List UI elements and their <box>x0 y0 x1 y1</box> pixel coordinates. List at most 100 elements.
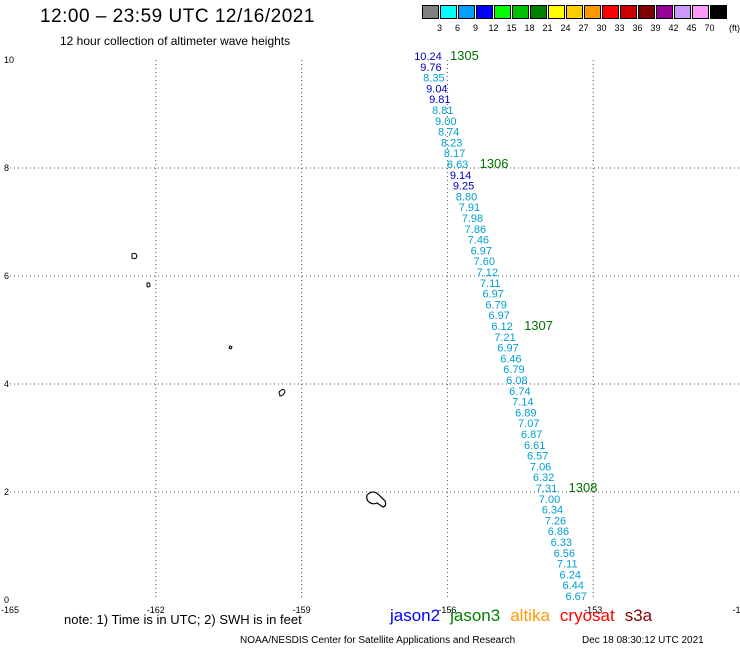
wave-height-label: 6.79 <box>485 299 506 311</box>
colorbar-swatch <box>674 5 691 19</box>
colorbar-swatch <box>458 5 475 19</box>
colorbar-swatch <box>566 5 583 19</box>
colorbar-label: 15 <box>506 23 517 33</box>
y-tick-label: 4 <box>4 379 9 389</box>
wave-height-label: 8.23 <box>441 137 462 149</box>
wave-height-label: 7.11 <box>557 559 578 571</box>
legend-entry: jason3 <box>450 606 501 625</box>
wave-height-label: 6.67 <box>565 591 586 603</box>
colorbar-label: 21 <box>542 23 553 33</box>
x-tick-label: -15 <box>732 605 740 615</box>
y-tick-label: 8 <box>4 163 9 173</box>
wave-height-label: 8.80 <box>456 191 477 203</box>
wave-height-label: 9.04 <box>426 83 447 95</box>
wave-height-label: 7.21 <box>494 332 515 344</box>
wave-height-label: 7.07 <box>518 418 539 430</box>
wave-height-label: 7.00 <box>539 494 560 506</box>
island-outline <box>228 345 233 350</box>
colorbar-swatch <box>656 5 673 19</box>
wave-height-label: 7.91 <box>459 202 480 214</box>
wave-height-label: 6.74 <box>509 386 530 398</box>
wave-height-label: 7.12 <box>477 267 498 279</box>
islands <box>131 252 387 508</box>
wave-height-label: 6.44 <box>563 580 584 592</box>
wave-height-label: 6.46 <box>500 353 521 365</box>
wave-height-label: 7.60 <box>474 256 495 268</box>
wave-height-label: 7.31 <box>536 483 557 495</box>
satellite-legend: jason2 jason3 altika cryosat s3a <box>390 606 662 626</box>
wave-height-label: 8.35 <box>423 73 444 85</box>
wave-height-label: 8.17 <box>444 148 465 160</box>
x-tick-label: -159 <box>293 605 311 615</box>
colorbar-swatch <box>584 5 601 19</box>
legend-entry: altika <box>510 606 550 625</box>
x-tick-label: -153 <box>584 605 602 615</box>
wave-height-label: 6.33 <box>551 537 572 549</box>
time-label: 1306 <box>480 156 509 171</box>
colorbar-label: 9 <box>472 23 478 33</box>
colorbar-label: 45 <box>686 23 697 33</box>
wave-height-label: 6.57 <box>527 451 548 463</box>
colorbar-swatch <box>512 5 529 19</box>
time-labels: 1305 1306 1307 1308 <box>450 48 598 495</box>
colorbar-label: 12 <box>488 23 499 33</box>
wave-height-label: 6.97 <box>471 245 492 257</box>
wave-height-label: 7.11 <box>480 278 501 290</box>
time-label: 1307 <box>524 318 553 333</box>
wave-height-label: 9.76 <box>420 62 441 74</box>
wave-height-label: 6.89 <box>515 407 536 419</box>
wave-height-label: 7.06 <box>530 461 551 473</box>
wave-height-label: 6.32 <box>533 472 554 484</box>
colorbar-label: 27 <box>578 23 589 33</box>
colorbar-swatch <box>710 5 727 19</box>
wave-height-label: 9.00 <box>435 116 456 128</box>
wave-height-label: 9.14 <box>450 170 471 182</box>
wave-height-label: 7.46 <box>468 235 489 247</box>
colorbar-label: 42 <box>668 23 679 33</box>
colorbar-swatch <box>602 5 619 19</box>
colorbar-swatch <box>548 5 565 19</box>
colorbar-unit: (ft) <box>729 23 740 33</box>
island-outline <box>366 491 387 508</box>
wave-height-label: 6.97 <box>488 310 509 322</box>
colorbar-label: 3 <box>436 23 442 33</box>
legend-entry: jason2 <box>390 606 441 625</box>
footer-note: note: 1) Time is in UTC; 2) SWH is in fe… <box>64 612 302 627</box>
wave-height-label: 7.14 <box>512 397 533 409</box>
colorbar-swatch <box>620 5 637 19</box>
wave-height-label: 6.97 <box>497 343 518 355</box>
page-subtitle: 12 hour collection of altimeter wave hei… <box>60 34 291 48</box>
wave-height-label: 6.24 <box>560 569 581 581</box>
colorbar-swatch <box>494 5 511 19</box>
x-tick-label: -162 <box>147 605 165 615</box>
wave-height-label: 6.87 <box>521 429 542 441</box>
wave-height-label: 6.61 <box>524 440 545 452</box>
satellite-track: 10.249.768.359.049.818.819.008.748.238.1… <box>414 51 587 603</box>
wave-height-label: 6.12 <box>491 321 512 333</box>
wave-height-label: 6.08 <box>506 375 527 387</box>
wave-height-label: 10.24 <box>414 51 442 63</box>
wave-height-label: 9.81 <box>429 94 450 106</box>
colorbar-label: 30 <box>596 23 607 33</box>
x-tick-label: -165 <box>1 605 19 615</box>
time-label: 1308 <box>569 480 598 495</box>
time-label: 1305 <box>450 48 479 63</box>
colorbar-swatch <box>440 5 457 19</box>
colorbar-swatch <box>476 5 493 19</box>
y-tick-label: 10 <box>4 55 14 65</box>
credit-text: NOAA/NESDIS Center for Satellite Applica… <box>240 635 516 646</box>
island-outline <box>146 282 151 288</box>
wave-height-label: 7.86 <box>465 224 486 236</box>
axis-tick-labels: -165 -162 -159 -156 -153 -15 0 2 4 6 8 10 <box>1 55 740 615</box>
colorbar-label: 36 <box>632 23 643 33</box>
legend-entry: cryosat <box>559 606 615 625</box>
wave-height-label: 6.56 <box>554 548 575 560</box>
colorbar-swatch <box>638 5 655 19</box>
legend-entry: s3a <box>624 606 653 625</box>
colorbar-label: 70 <box>704 23 715 33</box>
wave-height-label: 6.34 <box>542 505 563 517</box>
x-tick-label: -156 <box>438 605 456 615</box>
wave-height-label: 9.25 <box>453 181 474 193</box>
island-outline <box>131 252 138 260</box>
